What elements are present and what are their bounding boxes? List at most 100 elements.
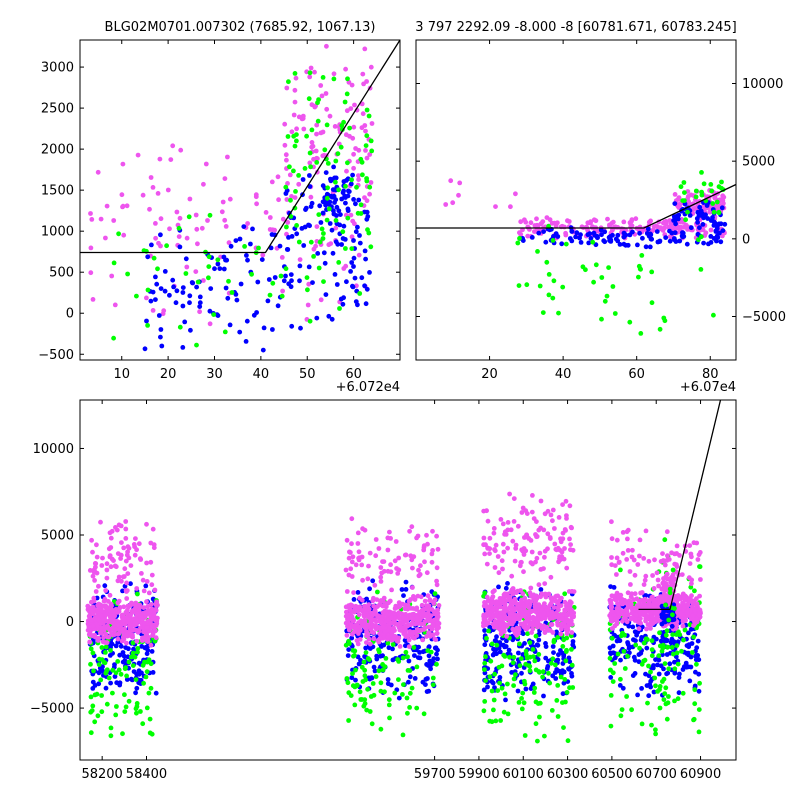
scatter-point xyxy=(483,612,489,618)
scatter-point xyxy=(533,699,539,705)
scatter-point xyxy=(91,595,97,601)
scatter-point xyxy=(351,590,356,595)
scatter-point xyxy=(347,549,352,555)
scatter-point xyxy=(525,631,530,637)
scatter-point xyxy=(654,229,660,234)
scatter-point xyxy=(401,620,406,626)
scatter-point xyxy=(313,148,319,154)
scatter-point xyxy=(324,195,330,201)
scatter-point xyxy=(387,598,393,604)
scatter-point xyxy=(214,312,220,318)
scatter-point xyxy=(432,591,438,596)
scatter-point xyxy=(489,719,495,725)
scatter-point xyxy=(308,194,314,200)
scatter-point xyxy=(615,651,621,657)
scatter-point xyxy=(318,83,324,88)
x-tick-label: 60 xyxy=(628,367,645,382)
scatter-point xyxy=(225,154,230,160)
scatter-point xyxy=(343,246,348,251)
scatter-point xyxy=(171,284,177,290)
scatter-point xyxy=(624,607,629,612)
scatter-point xyxy=(148,661,154,667)
scatter-point xyxy=(119,638,125,644)
scatter-point xyxy=(412,653,417,658)
scatter-point xyxy=(134,617,139,622)
scatter-point xyxy=(219,209,225,215)
scatter-point xyxy=(578,232,583,238)
scatter-point xyxy=(588,220,593,226)
scatter-point xyxy=(632,629,638,635)
scatter-point xyxy=(350,172,355,178)
scatter-point xyxy=(197,294,203,300)
scatter-point xyxy=(483,654,488,660)
scatter-point xyxy=(158,286,164,291)
scatter-point xyxy=(88,617,94,623)
scatter-point xyxy=(88,211,93,216)
scatter-point xyxy=(351,264,356,269)
scatter-point xyxy=(338,144,344,150)
scatter-point xyxy=(104,667,110,673)
scatter-point xyxy=(288,197,293,203)
scatter-point xyxy=(144,318,149,324)
scatter-point xyxy=(490,614,496,620)
scatter-point xyxy=(688,654,694,660)
scatter-point xyxy=(365,214,371,219)
model-line xyxy=(416,183,736,229)
scatter-point xyxy=(625,590,631,596)
scatter-point xyxy=(331,76,337,82)
scatter-point xyxy=(680,600,685,606)
scatter-point xyxy=(300,177,306,182)
scatter-point xyxy=(403,579,409,585)
scatter-point xyxy=(402,627,408,633)
scatter-point xyxy=(245,257,250,263)
scatter-point xyxy=(329,316,335,322)
scatter-point xyxy=(363,143,369,149)
scatter-point xyxy=(664,638,670,644)
scatter-point xyxy=(92,561,98,566)
scatter-point xyxy=(593,218,599,224)
scatter-point xyxy=(152,617,158,623)
scatter-point xyxy=(548,574,554,580)
scatter-point xyxy=(714,199,720,205)
scatter-point xyxy=(357,233,362,238)
scatter-point xyxy=(659,595,665,601)
scatter-point xyxy=(144,705,150,711)
scatter-point xyxy=(353,677,358,683)
scatter-point xyxy=(716,184,722,190)
scatter-point xyxy=(124,596,130,601)
scatter-point xyxy=(608,723,614,729)
scatter-point xyxy=(333,158,339,164)
scatter-point xyxy=(349,675,355,681)
scatter-point xyxy=(357,637,363,642)
scatter-point xyxy=(644,645,650,651)
scatter-point xyxy=(399,587,405,592)
scatter-point xyxy=(242,244,248,249)
chart-title: BLG02M0701.007302 (7685.92, 1067.13) xyxy=(105,20,376,35)
scatter-point xyxy=(528,593,534,599)
scatter-point xyxy=(551,650,556,655)
scatter-point xyxy=(681,637,686,643)
scatter-point xyxy=(105,599,111,604)
scatter-point xyxy=(716,209,722,215)
scatter-point xyxy=(523,219,529,225)
scatter-point xyxy=(344,589,350,594)
scatter-point xyxy=(368,64,374,70)
scatter-point xyxy=(632,618,638,623)
scatter-point xyxy=(352,275,358,281)
scatter-point xyxy=(481,620,486,626)
scatter-point xyxy=(344,279,349,285)
scatter-point xyxy=(682,627,688,633)
scatter-point xyxy=(364,286,370,292)
scatter-point xyxy=(672,192,678,197)
scatter-point xyxy=(364,707,370,713)
scatter-point xyxy=(484,620,490,626)
scatter-point xyxy=(288,284,294,290)
scatter-point xyxy=(89,708,95,713)
scatter-point xyxy=(412,621,418,627)
scatter-point xyxy=(158,232,163,238)
scatter-point xyxy=(407,690,413,696)
scatter-point xyxy=(148,175,154,180)
scatter-point xyxy=(390,657,396,663)
scatter-point xyxy=(187,293,193,299)
scatter-point xyxy=(687,561,693,566)
